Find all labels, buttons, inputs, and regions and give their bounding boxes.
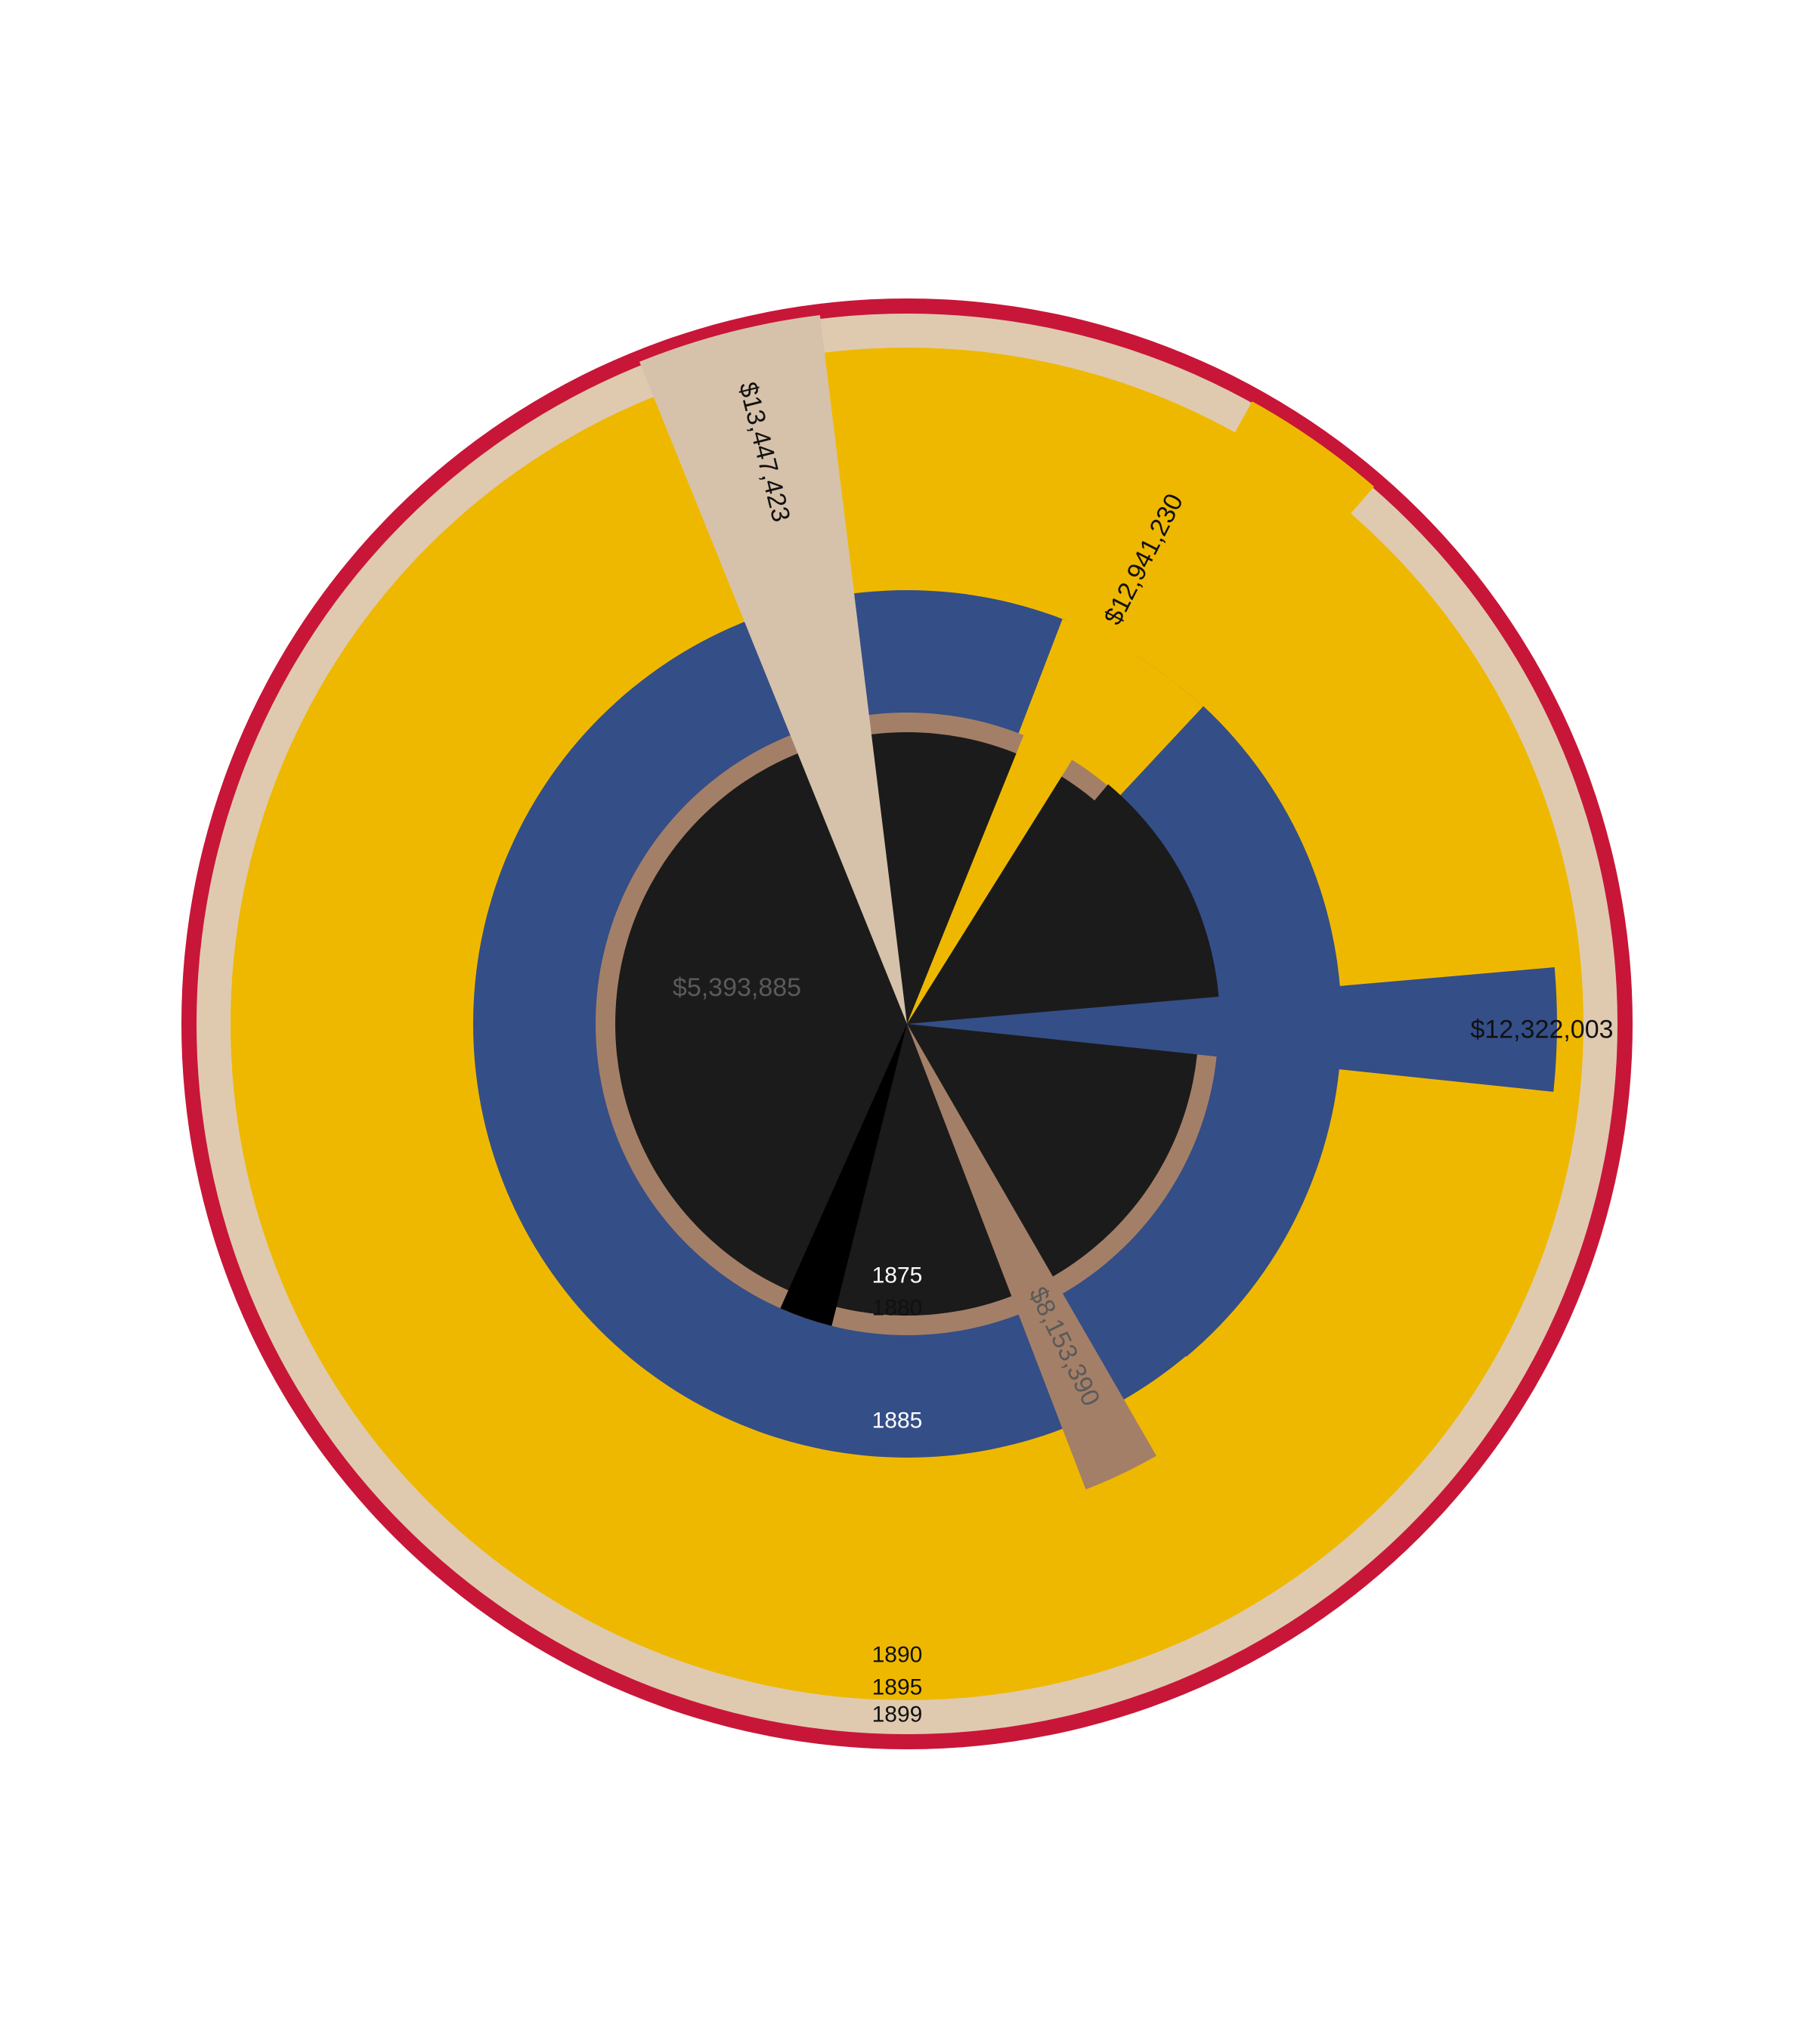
ring-label-1890: 1890 [872, 1643, 923, 1668]
ring-1895-gap [1234, 401, 1375, 515]
ring-label-1895: 1895 [872, 1675, 923, 1700]
wedge-1895 [639, 315, 907, 1024]
wedge-1890 [907, 421, 1252, 1024]
ring-label-1880: 1880 [872, 1296, 923, 1321]
ring-label-1875: 1875 [872, 1263, 923, 1288]
wedge-label-1875: $5,393,885 [673, 973, 801, 1002]
wedge-1880 [907, 1024, 1156, 1490]
rings-layer [181, 298, 1633, 1749]
wedges-layer [639, 315, 1558, 1490]
wedge-1885 [907, 967, 1558, 1092]
ring-label-1899: 1899 [872, 1702, 923, 1727]
wedge-accent-1880 [780, 1024, 907, 1326]
ring-label-1885: 1885 [872, 1409, 923, 1433]
wedge-label-1885: $12,322,003 [1470, 1015, 1613, 1044]
